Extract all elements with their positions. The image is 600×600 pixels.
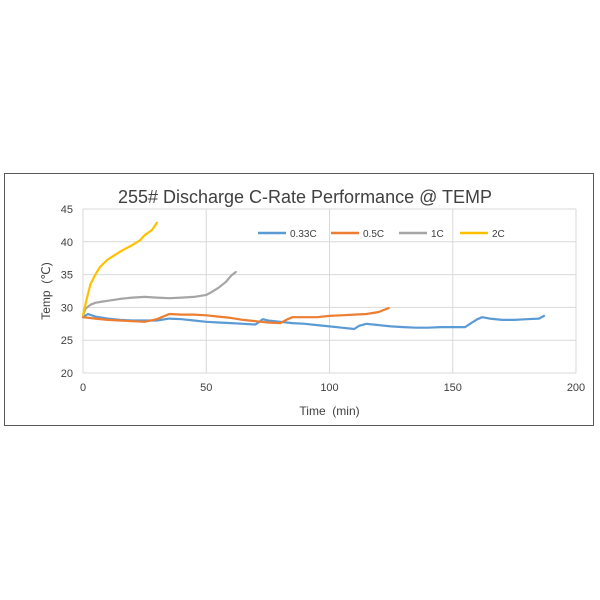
series-line-0_33C [81, 312, 546, 331]
y-axis-title: Temp (℃) [39, 262, 53, 319]
y-tick-label-35: 35 [61, 270, 73, 282]
chart-svg: 20 25 30 35 40 45 0 50 100 150 200 255# Discharge C… [39, 187, 585, 418]
legend-label-0_33C: 0.33C [290, 229, 317, 240]
x-tick-label-200: 200 [567, 382, 585, 394]
series-line-1C [81, 270, 237, 317]
y-tick-label-20: 20 [61, 368, 73, 380]
x-tick-label-0: 0 [80, 382, 86, 394]
y-tick-label-45: 45 [61, 204, 73, 216]
legend-label-1C: 1C [431, 229, 444, 240]
series-line-2C [81, 221, 158, 317]
chart-title: 255# Discharge C-Rate Performance @ TEMP [118, 187, 492, 207]
x-tick-label-50: 50 [200, 382, 212, 394]
series-line-0_5C [81, 307, 390, 325]
x-tick-label-150: 150 [444, 382, 462, 394]
x-axis-title: Time (min) [299, 404, 359, 418]
y-tick-label-25: 25 [61, 335, 73, 347]
y-tick-label-40: 40 [61, 237, 73, 249]
legend-label-2C: 2C [492, 229, 505, 240]
x-tick-label-100: 100 [320, 382, 338, 394]
y-tick-label-30: 30 [61, 302, 73, 314]
chart-frame: 20 25 30 35 40 45 0 50 100 150 200 255# Discharge C… [4, 173, 594, 426]
legend-label-0_5C: 0.5C [363, 229, 384, 240]
